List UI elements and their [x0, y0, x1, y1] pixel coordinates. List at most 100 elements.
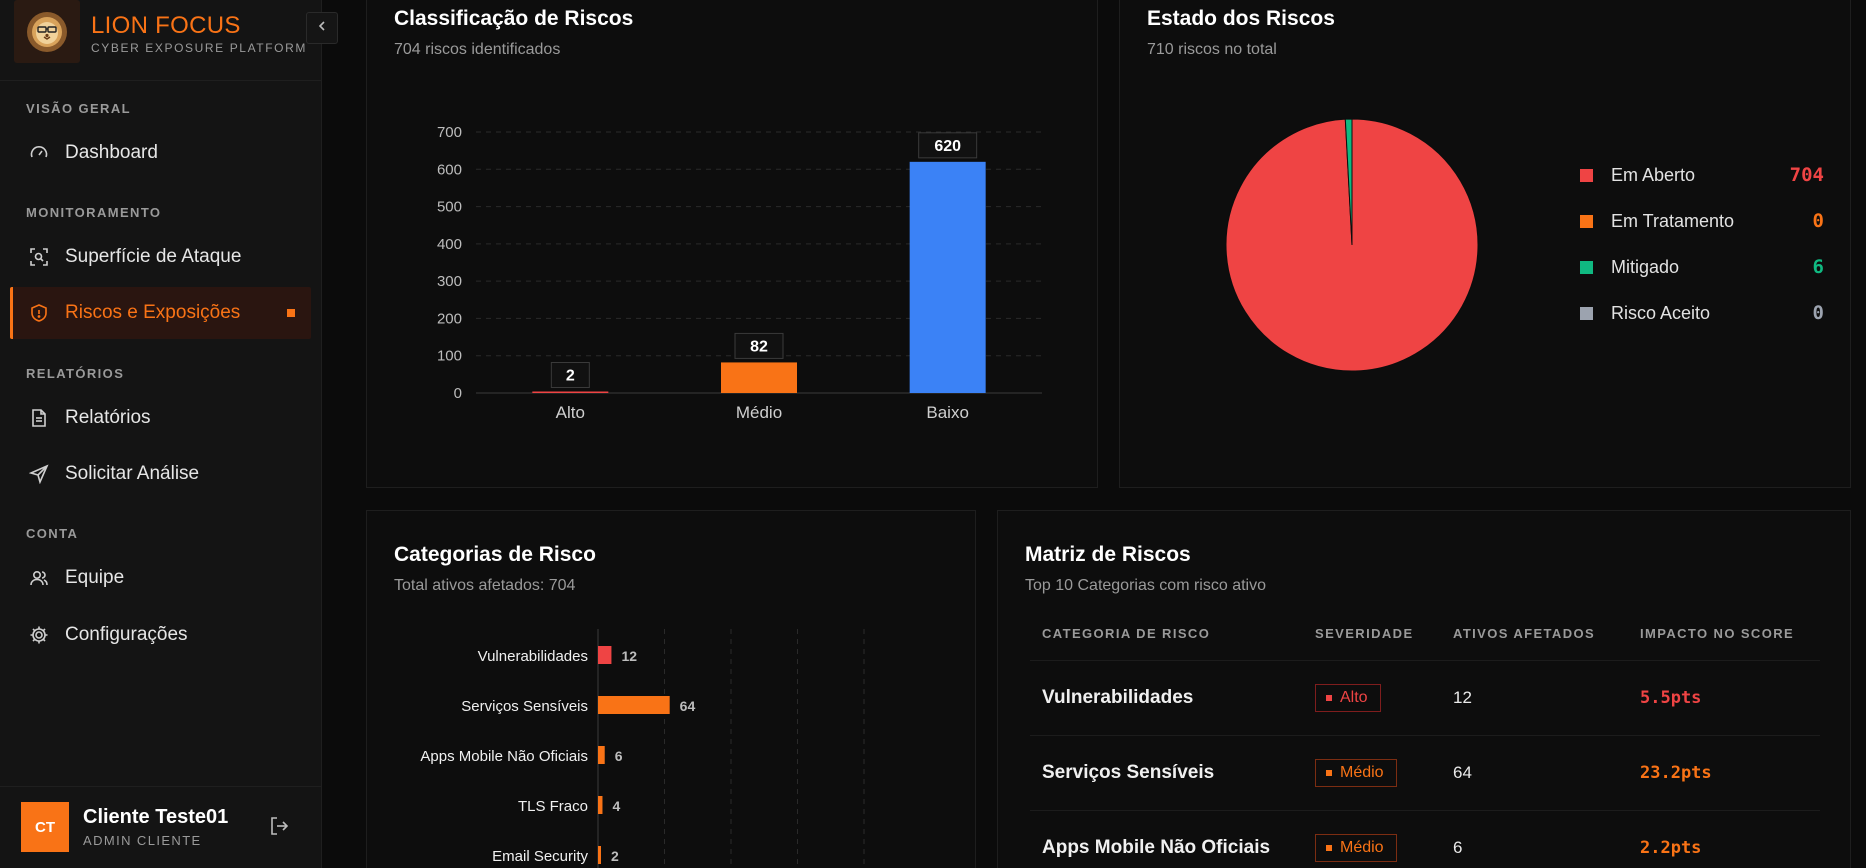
logout-icon[interactable]: [268, 815, 292, 839]
sidebar-item-riscos[interactable]: Riscos e Exposições: [10, 287, 311, 339]
table-header-impacto: IMPACTO NO SCORE: [1640, 626, 1795, 641]
sidebar-item-label: Dashboard: [65, 142, 158, 163]
x-tick-label: Médio: [736, 403, 782, 422]
sidebar-item-label: Superfície de Ataque: [65, 246, 242, 267]
legend-item-risco-aceito: Risco Aceito 0: [1580, 301, 1824, 325]
sidebar-item-dashboard[interactable]: Dashboard: [10, 127, 311, 179]
card-categorias-risco: [366, 510, 976, 868]
table-row[interactable]: Vulnerabilidades Alto 12 5.5pts: [1030, 660, 1820, 734]
y-tick-label: 200: [437, 310, 462, 327]
card-subtitle: Top 10 Categorias com risco ativo: [1025, 577, 1266, 594]
legend-value: 0: [1812, 210, 1824, 232]
severity-label: Alto: [1340, 689, 1368, 706]
category-label: TLS Fraco: [518, 798, 588, 815]
severity-square-icon: [1326, 845, 1332, 851]
row-impacto: 5.5pts: [1640, 688, 1702, 708]
bar-baixo: [909, 161, 986, 393]
sidebar-item-solicitar-analise[interactable]: Solicitar Análise: [10, 448, 311, 500]
pie-slice-mitigado: [1344, 118, 1353, 246]
bar-alto: [532, 391, 609, 393]
data-label: 64: [680, 698, 696, 714]
legend-value: 704: [1789, 164, 1824, 186]
avatar[interactable]: CT: [21, 802, 69, 852]
card-matriz-riscos: [997, 510, 1851, 868]
card-title: Classificação de Riscos: [394, 7, 634, 30]
legend-item-em-tratamento: Em Tratamento 0: [1580, 209, 1824, 233]
row-categoria: Apps Mobile Não Oficiais: [1042, 837, 1271, 858]
data-label: 6: [615, 748, 623, 764]
bar-médio: [721, 362, 797, 393]
legend-swatch: [1580, 168, 1593, 182]
severity-label: Médio: [1340, 839, 1384, 856]
shield-icon: [28, 302, 50, 324]
row-categoria: Serviços Sensíveis: [1042, 762, 1215, 783]
collapse-sidebar-button[interactable]: [306, 12, 338, 44]
legend-value: 0: [1812, 302, 1824, 324]
data-label: 12: [621, 648, 637, 664]
y-tick-label: 700: [437, 124, 462, 141]
sidebar-item-label: Configurações: [65, 624, 188, 645]
row-ativos: 6: [1453, 838, 1463, 857]
lion-logo-icon: [14, 0, 80, 63]
table-header-severidade: SEVERIDADE: [1315, 626, 1414, 641]
legend-label: Em Aberto: [1611, 164, 1696, 185]
y-tick-label: 400: [437, 236, 462, 253]
legend-swatch: [1580, 260, 1593, 274]
severity-square-icon: [1326, 695, 1332, 701]
sidebar-item-relatorios[interactable]: Relatórios: [10, 392, 311, 444]
data-label-box: [550, 362, 590, 388]
y-tick-label: 300: [437, 273, 462, 290]
classificacao-bar-chart: 0 100 200 300 400 500 600 700 2 Alto 82 Médio 620 Bai…: [437, 124, 1042, 422]
card-title: Categorias de Risco: [394, 543, 596, 566]
sidebar-item-label: Equipe: [65, 567, 125, 588]
data-label: 4: [612, 798, 620, 814]
legend-item-mitigado: Mitigado 6: [1580, 255, 1824, 279]
legend-label: Mitigado: [1611, 256, 1680, 277]
legend-label: Risco Aceito: [1611, 302, 1711, 323]
data-label: 620: [934, 138, 961, 155]
chevron-left-icon: [316, 19, 328, 37]
nav-section-visao-geral: VISÃO GERAL: [26, 101, 131, 116]
gauge-icon: [28, 142, 50, 164]
data-label: 2: [566, 368, 575, 385]
users-icon: [28, 567, 50, 589]
sidebar-item-equipe[interactable]: Equipe: [10, 552, 311, 604]
hbar-4: [598, 846, 601, 864]
nav-section-monitoramento: MONITORAMENTO: [26, 205, 162, 220]
legend-value: 6: [1812, 256, 1824, 278]
y-tick-label: 500: [437, 199, 462, 216]
severity-square-icon: [1326, 770, 1332, 776]
table-header-categoria: CATEGORIA DE RISCO: [1042, 626, 1211, 641]
hbar-0: [598, 646, 612, 664]
row-impacto: 23.2pts: [1640, 763, 1712, 783]
card-subtitle: Total ativos afetados: 704: [394, 577, 576, 594]
sidebar-item-superficie[interactable]: Superfície de Ataque: [10, 231, 311, 283]
estado-pie-chart: [1225, 118, 1479, 372]
card-title: Matriz de Riscos: [1025, 543, 1191, 566]
user-role: ADMIN CLIENTE: [83, 833, 202, 848]
hbar-3: [598, 796, 603, 814]
category-label: Vulnerabilidades: [478, 648, 588, 665]
category-label: Apps Mobile Não Oficiais: [420, 748, 588, 765]
sidebar-item-label: Solicitar Análise: [65, 463, 200, 484]
legend-label: Em Tratamento: [1611, 210, 1735, 231]
user-panel: CT Cliente Teste01 ADMIN CLIENTE: [0, 786, 322, 868]
hbar-2: [598, 746, 605, 764]
row-ativos: 12: [1453, 688, 1472, 707]
y-tick-label: 0: [454, 385, 462, 402]
table-header-ativos: ATIVOS AFETADOS: [1453, 626, 1596, 641]
table-row[interactable]: Serviços Sensíveis Médio 64 23.2pts: [1030, 735, 1820, 809]
y-tick-label: 100: [437, 348, 462, 365]
severity-badge: Alto: [1315, 684, 1381, 712]
x-tick-label: Baixo: [926, 403, 969, 422]
legend-swatch: [1580, 214, 1593, 228]
row-ativos: 64: [1453, 763, 1472, 782]
legend-swatch: [1580, 306, 1593, 320]
card-subtitle: 704 riscos identificados: [394, 41, 561, 58]
brand-subtitle: CYBER EXPOSURE PLATFORM: [91, 41, 307, 55]
sidebar-item-configuracoes[interactable]: Configurações: [10, 609, 311, 661]
brand-header: LION FOCUS CYBER EXPOSURE PLATFORM: [0, 0, 322, 81]
table-row[interactable]: Apps Mobile Não Oficiais Médio 6 2.2pts: [1030, 810, 1820, 868]
data-label-box: [918, 132, 978, 159]
severity-label: Médio: [1340, 764, 1384, 781]
